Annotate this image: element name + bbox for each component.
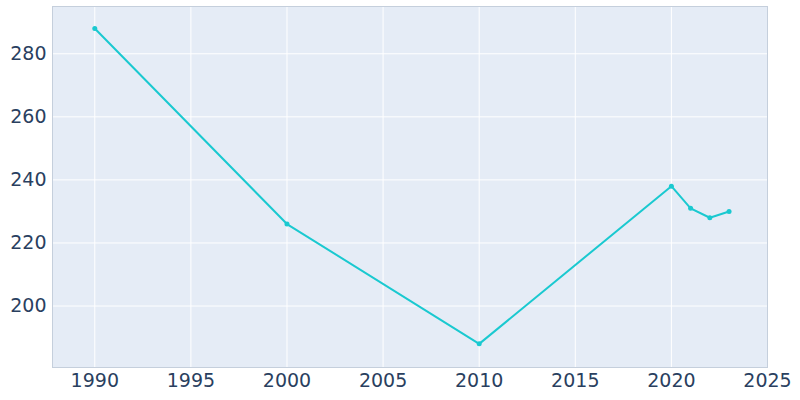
svg-text:2010: 2010 — [455, 369, 503, 391]
svg-text:2005: 2005 — [359, 369, 407, 391]
svg-text:280: 280 — [10, 42, 46, 64]
svg-text:1995: 1995 — [167, 369, 215, 391]
svg-text:2015: 2015 — [551, 369, 599, 391]
svg-text:2000: 2000 — [263, 369, 311, 391]
svg-text:2020: 2020 — [647, 369, 695, 391]
svg-text:2025: 2025 — [743, 369, 791, 391]
svg-text:260: 260 — [10, 105, 46, 127]
svg-text:200: 200 — [10, 294, 46, 316]
svg-text:240: 240 — [10, 168, 46, 190]
svg-text:220: 220 — [10, 231, 46, 253]
svg-text:1990: 1990 — [71, 369, 119, 391]
